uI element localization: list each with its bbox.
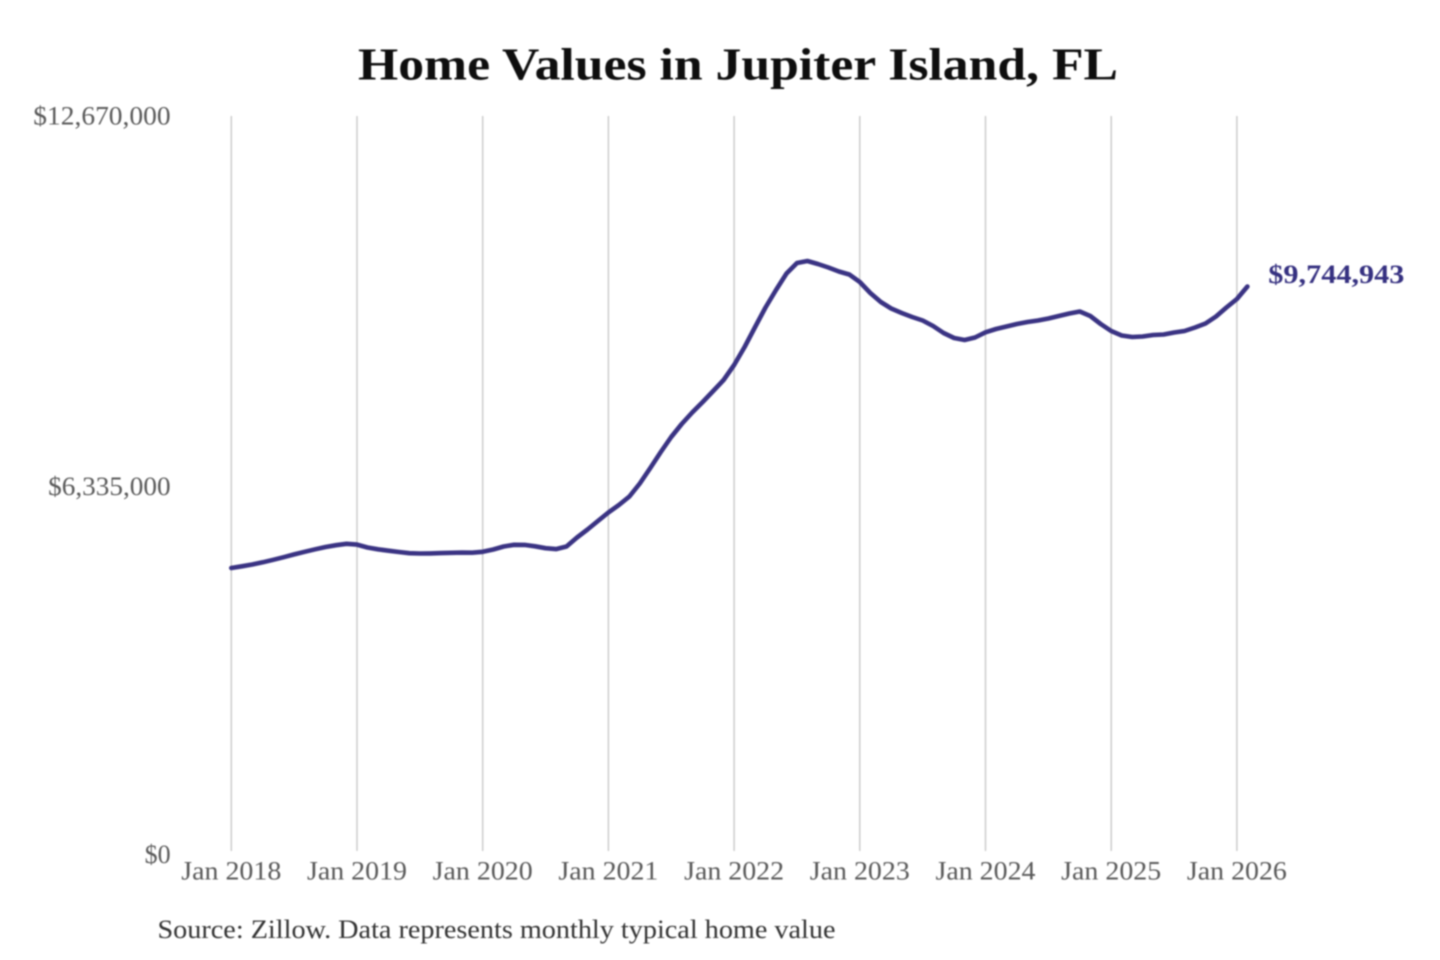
- svg-text:$0: $0: [145, 840, 171, 869]
- svg-text:$12,670,000: $12,670,000: [33, 101, 170, 130]
- svg-text:Jan 2026: Jan 2026: [1187, 856, 1287, 885]
- svg-text:Source: Zillow. Data represent: Source: Zillow. Data represents monthly …: [158, 915, 836, 944]
- svg-text:Jan 2024: Jan 2024: [936, 856, 1036, 885]
- svg-text:Home Values in Jupiter Island,: Home Values in Jupiter Island, FL: [358, 39, 1118, 90]
- svg-text:Jan 2019: Jan 2019: [307, 856, 407, 885]
- svg-text:$6,335,000: $6,335,000: [48, 472, 171, 501]
- svg-text:Jan 2020: Jan 2020: [433, 856, 533, 885]
- svg-text:$9,744,943: $9,744,943: [1268, 260, 1404, 289]
- svg-text:Jan 2025: Jan 2025: [1061, 856, 1161, 885]
- svg-text:Jan 2021: Jan 2021: [558, 856, 658, 885]
- svg-text:Jan 2022: Jan 2022: [684, 856, 784, 885]
- svg-text:Jan 2023: Jan 2023: [810, 856, 910, 885]
- svg-text:Jan 2018: Jan 2018: [181, 856, 281, 885]
